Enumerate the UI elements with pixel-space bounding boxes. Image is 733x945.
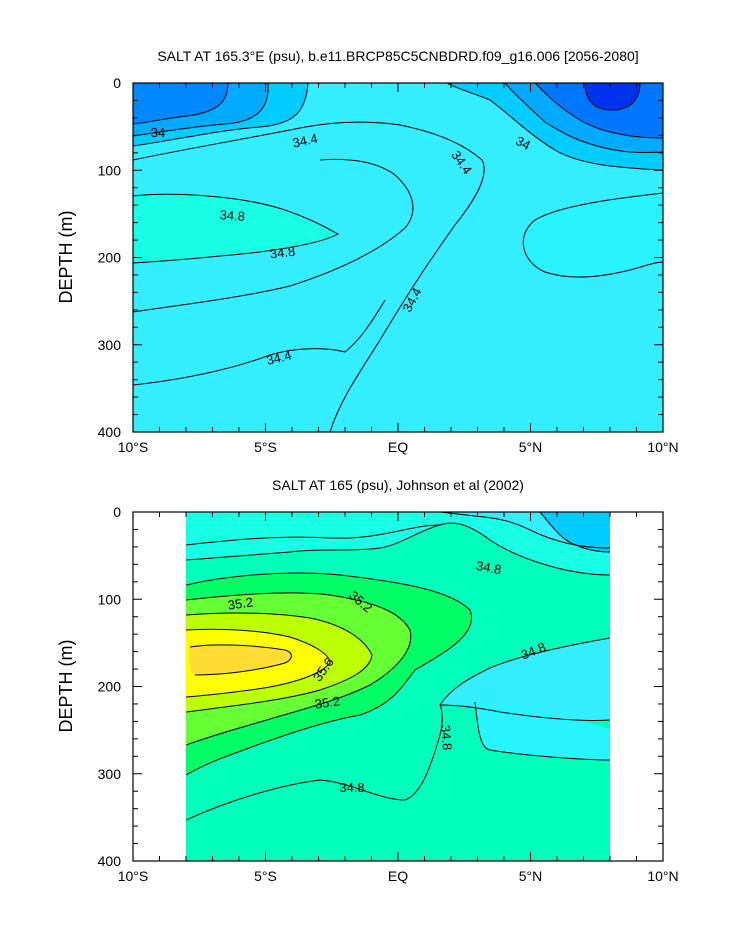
panel1-region-west-fresh3 [133,83,228,124]
panel2-contour-35.2 [186,592,412,746]
panel1-contour-inner [133,158,414,313]
panel2-contour-35.4 [186,612,373,713]
panel1-title: SALT AT 165.3°E (psu), b.e11.BRCP85C5CNB… [157,48,638,64]
panel2-contour-fill [186,512,610,861]
panel1-clabel: 34 [151,125,165,140]
panel2-contour-35.6 [186,628,331,698]
panel1-clabel: 34.4 [265,347,293,368]
y-tick-label: 100 [98,591,122,607]
panel1-contour-west3 [133,83,229,125]
x-tick-label: 5°N [519,439,543,455]
panel1-region-east-core [585,83,640,110]
panel2-contour-35.8 [189,644,292,676]
panel2-clabel: 34.8 [475,558,503,577]
y-tick-label: 0 [113,504,121,520]
panel2-clabel: 35.2 [314,693,341,711]
x-tick-label: 10°S [118,439,149,455]
panel1-contour-east2 [504,83,663,153]
model-salinity-panel: SALT AT 165.3°E (psu), b.e11.BRCP85C5CNB… [56,48,679,455]
y-tick-label: 0 [113,75,121,91]
x-tick-label: 5°N [519,868,543,884]
panel1-ylabel: DEPTH (m) [56,211,76,304]
panel2-contour-east-sub [439,704,610,722]
panel1-contour-34.4-main [133,121,485,432]
x-tick-label: EQ [388,439,408,455]
panel2-clabel: 34.8 [438,724,455,751]
y-tick-label: 100 [98,162,122,178]
x-tick-label: 10°N [647,439,678,455]
panel2-contour-34.8-upper [186,524,441,546]
panel1-contour-east-core [584,83,641,111]
panel1-contour-fill [133,83,663,432]
panel1-contour-east3 [534,83,663,139]
x-tick-label: 10°S [118,868,149,884]
panel1-contour-34.8 [133,193,340,264]
panel2-contour-east-fresh [539,512,610,553]
panel1-clabel: 34 [513,133,533,153]
panel1-region-east-pocket [523,193,663,278]
panel2-title: SALT AT 165 (psu), Johnson et al (2002) [272,477,524,493]
y-tick-label: 300 [98,766,122,782]
y-tick-label: 200 [98,250,122,266]
panel2-contour-east-sub2 [474,701,610,761]
panel2-contour-surface [186,522,610,576]
panel1-contour-34.4-deep [133,299,386,386]
panel1-contour-west2 [133,83,269,137]
panel2-contour-surface2 [439,512,610,549]
panel1-contour-east-pocket [522,192,663,278]
y-tick-label: 400 [98,853,122,869]
panel2-contour-34.8-deep [186,637,610,821]
panel1-clabel: 34.8 [219,207,245,224]
x-tick-label: 5°S [254,439,277,455]
panel1-contour-34-east [446,83,663,171]
panel2-contour-35.0 [186,572,473,776]
panel1-clabel: 34.4 [291,131,319,151]
panel2-clabel: 34.8 [339,780,364,795]
panel2-ylabel: DEPTH (m) [56,640,76,733]
observed-salinity-panel: SALT AT 165 (psu), Johnson et al (2002) [56,477,679,884]
panel2-region-surface [186,512,610,575]
y-tick-label: 400 [98,424,122,440]
x-tick-label: 10°N [647,868,678,884]
panel2-region-east-sub2 [475,702,610,760]
panel2-region-east-fresh [540,512,610,552]
panel2-axes: 10°S 5°S EQ 5°N 10°N 0 100 200 300 400 [98,504,679,884]
panel1-contour-34-west [133,83,309,147]
panel1-axes: 10°S 5°S EQ 5°N 10°N 0 100 200 300 400 [98,75,679,455]
x-tick-label: EQ [388,868,408,884]
x-tick-label: 5°S [254,868,277,884]
panel1-clabel: 34.8 [269,244,296,262]
panel2-clabel: 35.2 [227,594,254,612]
panel2-region-east-sub [440,638,610,721]
y-tick-label: 200 [98,679,122,695]
y-tick-label: 300 [98,337,122,353]
panel1-region-salty-tongue [133,194,338,263]
